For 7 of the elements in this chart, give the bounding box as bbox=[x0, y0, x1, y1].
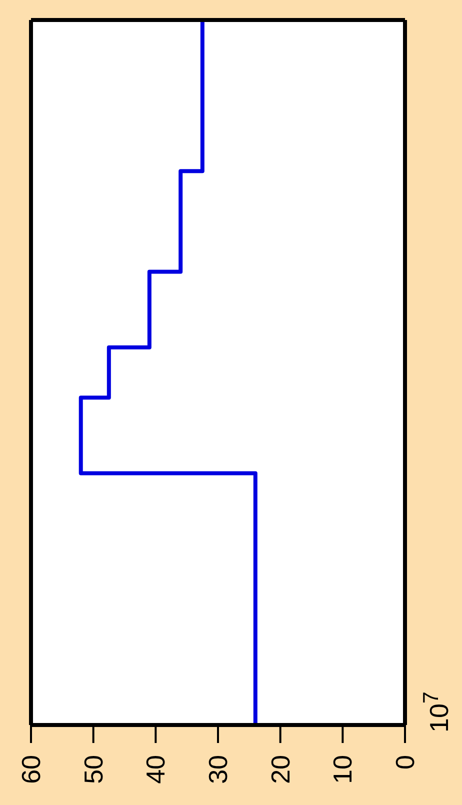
x-tick-label: 20 bbox=[265, 755, 296, 784]
x-tick-label: 0 bbox=[390, 755, 420, 770]
x-tick-label: 10 bbox=[328, 755, 358, 784]
x-tick-label: 30 bbox=[203, 755, 233, 784]
x-tick-label: 60 bbox=[16, 755, 46, 784]
x-tick-label: 50 bbox=[78, 755, 108, 784]
x-tick-label: 40 bbox=[140, 755, 171, 784]
